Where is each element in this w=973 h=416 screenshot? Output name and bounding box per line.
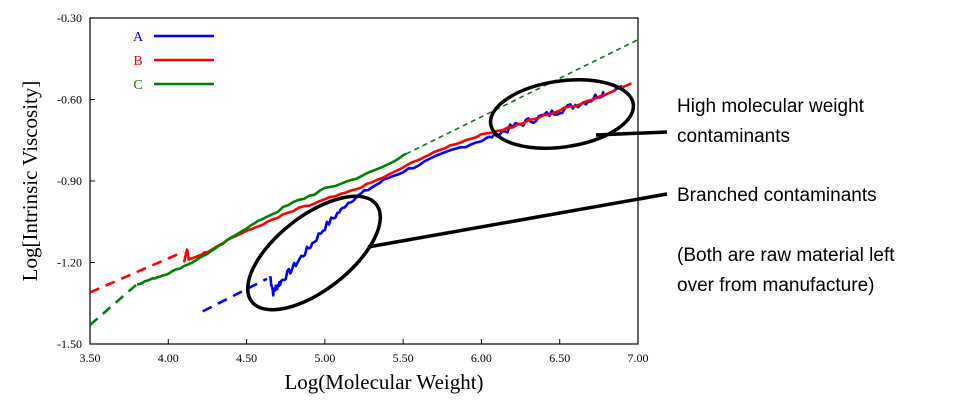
x-tick-label: 7.00 (628, 351, 649, 365)
annotation-note-line1: (Both are raw material left (677, 245, 895, 266)
high-mw-ellipse (488, 78, 636, 150)
y-tick-label: -0.60 (57, 93, 82, 107)
y-tick-label: -0.30 (57, 11, 82, 25)
legend-label-a: A (133, 30, 144, 45)
series-c-fit-line (90, 283, 138, 326)
x-tick-label: 6.00 (471, 351, 492, 365)
series-a-line (268, 90, 605, 297)
annotation-branched: Branched contaminants (677, 185, 877, 206)
y-tick-label: -1.20 (57, 256, 82, 270)
axis-ticks: 3.50 4.00 4.50 5.00 5.50 6.00 6.50 7.00 -1.50 -1.… (57, 11, 649, 365)
series-layer (90, 38, 638, 326)
series-a-fit-line (202, 277, 268, 313)
x-tick-label: 5.50 (393, 351, 414, 365)
series-b-fit-line (90, 250, 185, 294)
x-tick-label: 6.50 (549, 351, 570, 365)
annotation-note-line2: over from manufacture) (677, 275, 874, 296)
series-b-fit-line (606, 79, 638, 96)
branched-pointer (367, 192, 668, 249)
branched-ellipse (245, 194, 383, 312)
x-tick-label: 5.00 (314, 351, 335, 365)
high-mw-pointer (595, 130, 668, 137)
y-tick-label: -1.50 (57, 337, 82, 351)
legend-label-b: B (133, 54, 142, 69)
series-c-line (136, 152, 407, 286)
x-axis-title: Log(Molecular Weight) (284, 370, 483, 394)
annotation-high-mw-line2: contaminants (677, 126, 790, 147)
x-tick-label: 4.50 (236, 351, 257, 365)
series-c-fit-line (405, 38, 638, 155)
y-tick-label: -0.90 (57, 174, 82, 188)
series-b-line (182, 92, 608, 263)
annotation-high-mw-line1: High molecular weight (677, 96, 865, 117)
plot-frame (89, 17, 639, 345)
legend: ABC (133, 30, 214, 93)
y-axis-title: Log[Intrinsic Viscosity] (18, 81, 42, 282)
legend-label-c: C (133, 78, 142, 93)
x-tick-label: 4.00 (158, 351, 179, 365)
x-tick-label: 3.50 (80, 351, 101, 365)
